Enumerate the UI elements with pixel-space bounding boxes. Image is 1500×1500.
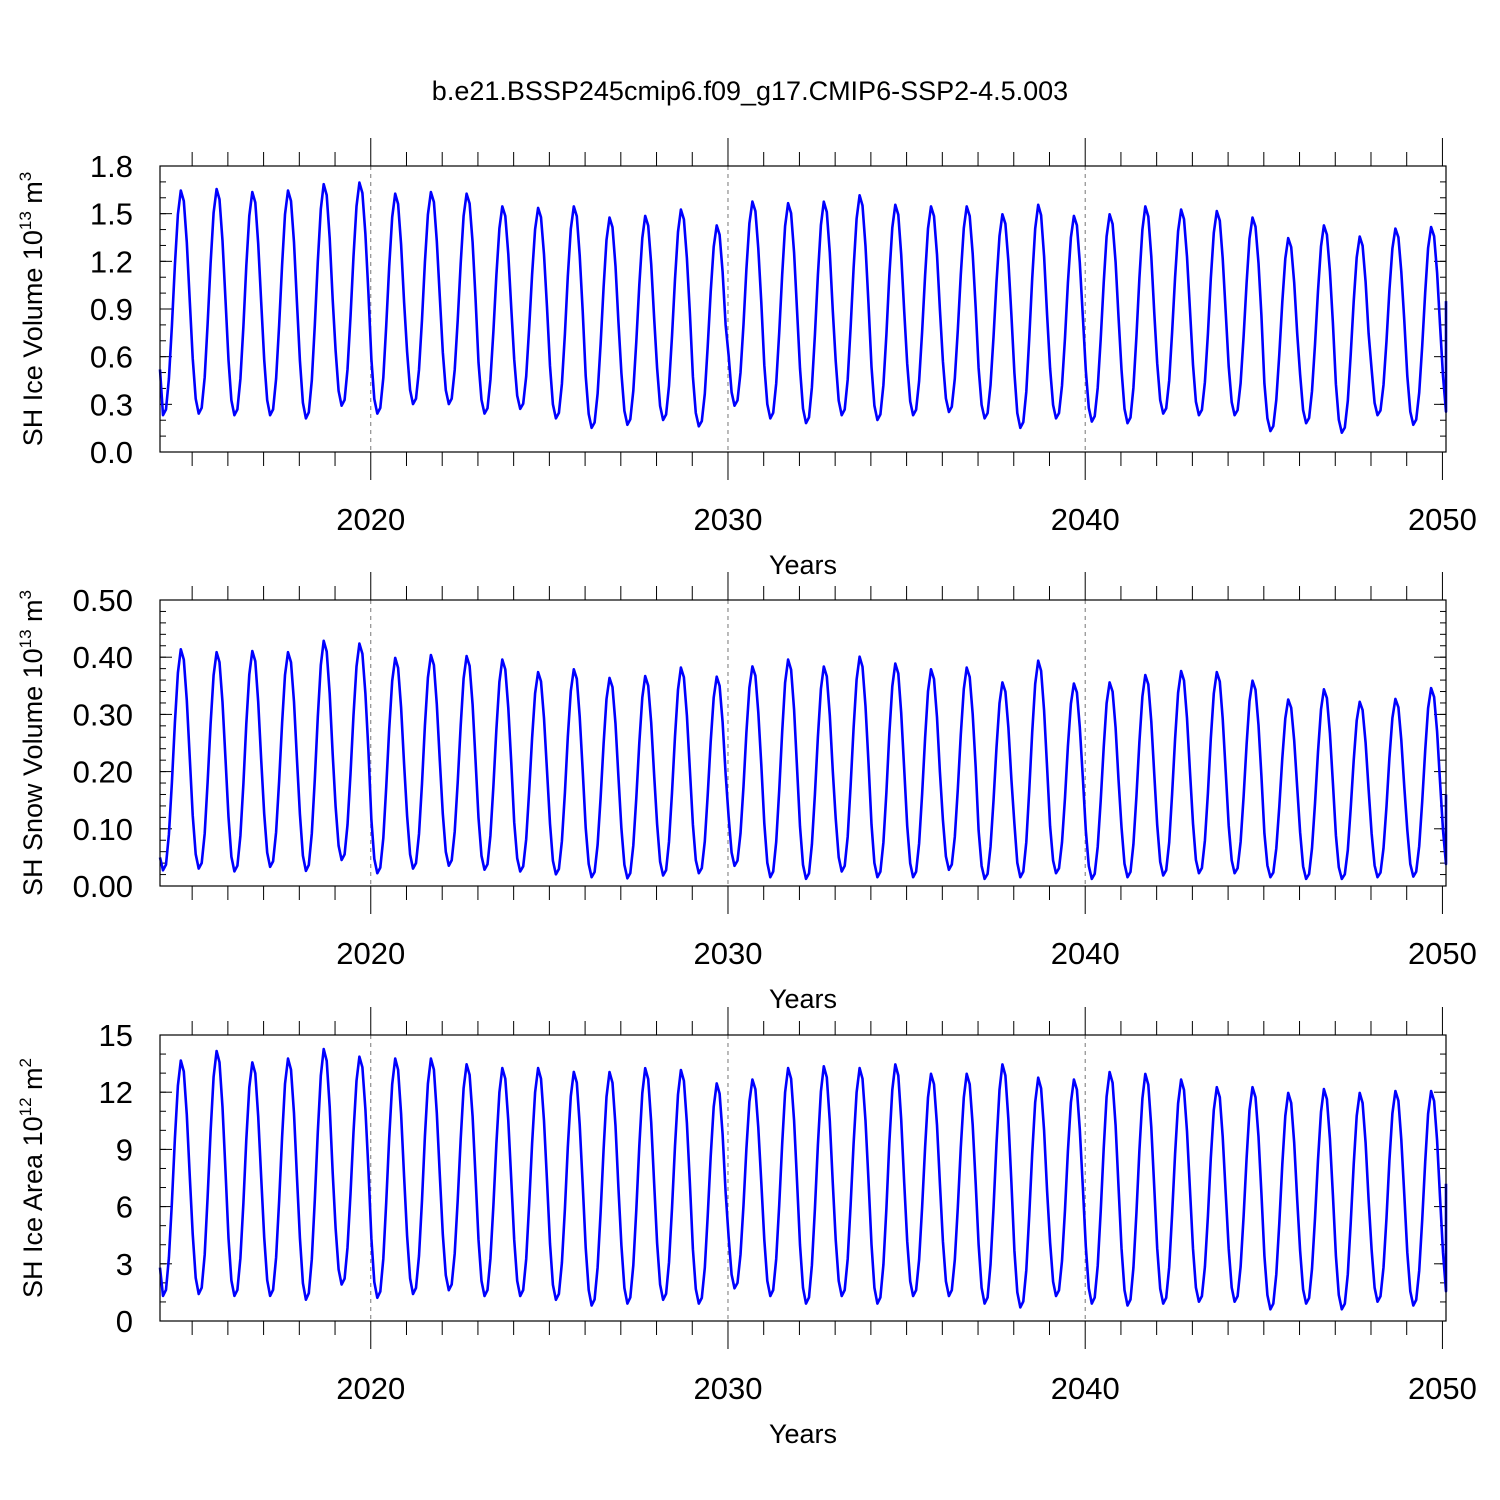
x-tick-label: 2040 [1051, 936, 1120, 971]
y-axis-label-part: m [18, 1067, 48, 1097]
y-axis-label-part: m [18, 181, 48, 211]
y-tick-label: 0.3 [90, 387, 133, 422]
y-tick-label: 12 [99, 1075, 133, 1110]
ice-area-series-line [158, 1047, 1448, 1311]
x-tick-label: 2020 [336, 936, 405, 971]
x-tick-label: 2020 [336, 502, 405, 537]
y-tick-label: 0.40 [73, 640, 133, 675]
x-tick-label: 2050 [1408, 936, 1477, 971]
y-tick-label: 0.10 [73, 812, 133, 847]
y-axis-label: SH Snow Volume 1013 m3 [16, 590, 48, 896]
x-axis-label: Years [769, 984, 837, 1014]
y-tick-label: 3 [116, 1247, 133, 1282]
x-tick-label: 2030 [693, 936, 762, 971]
y-axis-label-part: 12 [16, 1097, 35, 1116]
y-tick-label: 1.2 [90, 244, 133, 279]
y-tick-label: 0.9 [90, 292, 133, 327]
y-axis-label-part: 13 [16, 629, 35, 648]
x-axis-label: Years [769, 1419, 837, 1449]
snow-volume-series-line [158, 639, 1448, 881]
y-tick-label: 0.6 [90, 340, 133, 375]
x-axis-label: Years [769, 550, 837, 580]
ice-volume-series-line [158, 181, 1448, 434]
y-tick-label: 6 [116, 1190, 133, 1225]
y-axis-label-part: 3 [16, 172, 35, 181]
plot-frame [159, 1034, 1447, 1322]
y-tick-label: 0 [116, 1304, 133, 1339]
y-axis-label: SH Ice Area 1012 m2 [16, 1058, 48, 1298]
ice-volume-panel: 0.0 0.3 0.6 0.9 1.2 1.5 1.8 2020 2030 2040 2050 Yea… [16, 138, 1477, 580]
y-axis-label-part: SH Snow Volume 10 [18, 648, 48, 896]
y-axis-label-part: m [18, 599, 48, 629]
x-tick-label: 2050 [1408, 1371, 1477, 1406]
x-tick-label: 2030 [693, 1371, 762, 1406]
x-tick-label: 2040 [1051, 502, 1120, 537]
y-axis-label-part: 3 [16, 590, 35, 599]
chart-title: b.e21.BSSP245cmip6.f09_g17.CMIP6-SSP2-4.… [431, 76, 1069, 106]
y-axis-label: SH Ice Volume 1013 m3 [16, 172, 48, 447]
y-tick-label: 15 [99, 1018, 133, 1053]
y-axis-label-part: SH Ice Area 10 [18, 1116, 48, 1298]
y-tick-label: 0.0 [90, 435, 133, 470]
y-tick-label: 1.8 [90, 149, 133, 184]
y-tick-label: 1.5 [90, 197, 133, 232]
snow-volume-panel: 0.00 0.10 0.20 0.30 0.40 0.50 2020 2030 2040 2050… [16, 572, 1477, 1014]
ice-area-panel: 0 3 6 9 12 15 2020 2030 2040 2050 Years SH Ice Area… [16, 1007, 1477, 1449]
plot-frame [159, 599, 1447, 887]
plot-frame [159, 165, 1447, 453]
y-axis-label-part: SH Ice Volume 10 [18, 230, 48, 446]
x-tick-label: 2020 [336, 1371, 405, 1406]
x-tick-label: 2040 [1051, 1371, 1120, 1406]
y-tick-label: 0.00 [73, 869, 133, 904]
y-axis-label-part: 13 [16, 211, 35, 230]
y-axis-label-part: 2 [16, 1058, 35, 1067]
y-tick-label: 0.50 [73, 583, 133, 618]
y-tick-label: 0.30 [73, 697, 133, 732]
y-tick-label: 0.20 [73, 755, 133, 790]
x-tick-label: 2050 [1408, 502, 1477, 537]
y-tick-label: 9 [116, 1132, 133, 1167]
x-tick-label: 2030 [693, 502, 762, 537]
